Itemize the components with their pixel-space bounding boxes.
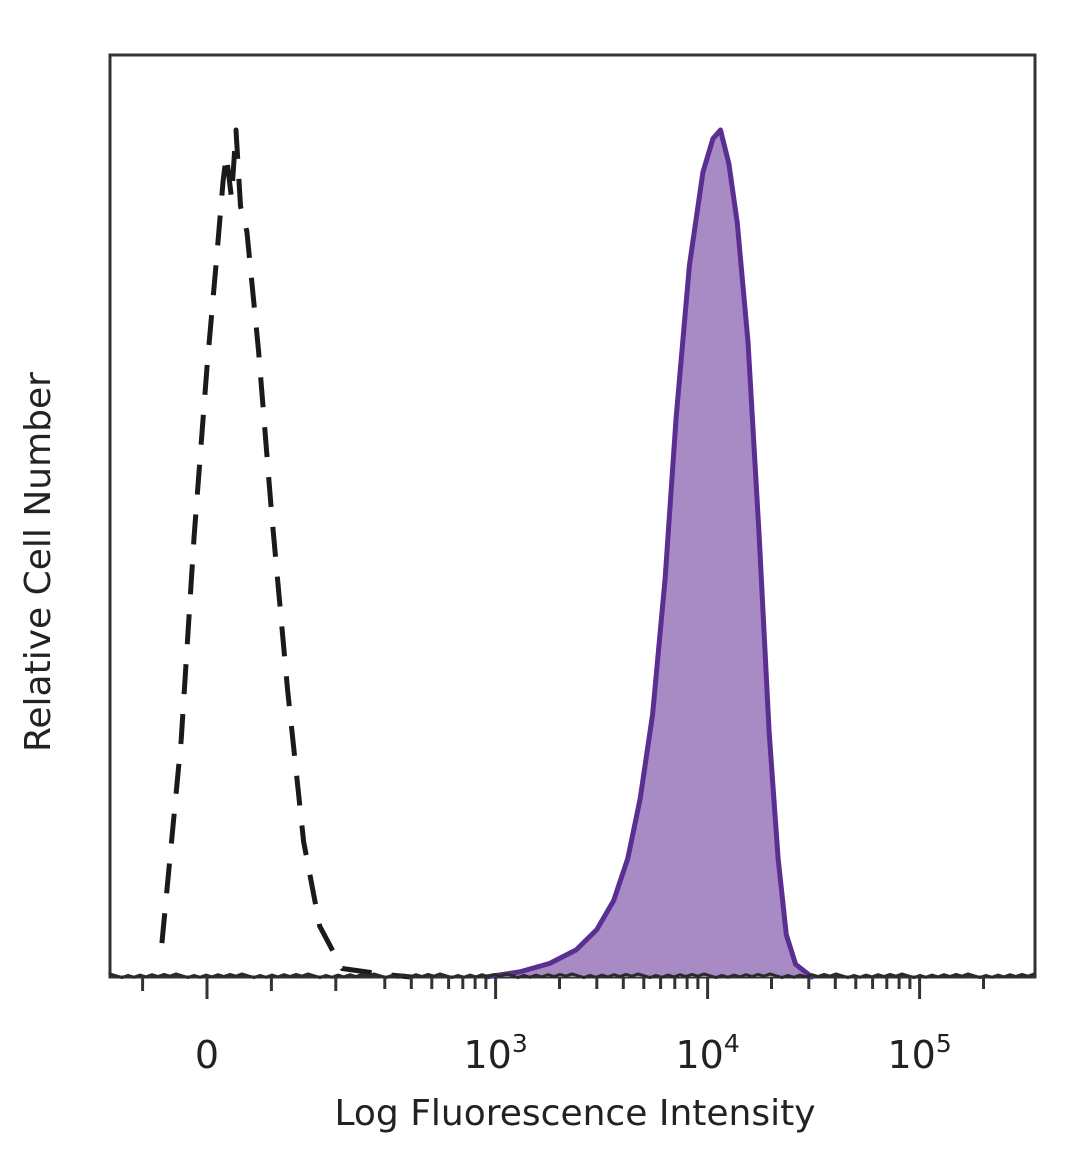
x-axis-ticks xyxy=(141,977,985,999)
x-tick-label: 104 xyxy=(675,1029,739,1077)
baseline-noise xyxy=(108,971,1035,980)
x-axis-title: Log Fluorescence Intensity xyxy=(334,1093,815,1134)
series-layer xyxy=(159,127,815,980)
y-axis-title: Relative Cell Number xyxy=(18,372,59,752)
plot-frame xyxy=(108,53,1037,979)
x-tick-label: 0 xyxy=(195,1033,219,1077)
series-0-line xyxy=(159,127,412,980)
baseline-layer xyxy=(108,971,1035,980)
x-tick-label: 105 xyxy=(887,1029,951,1077)
x-axis-tick-labels: 0 103 104 105 xyxy=(195,1029,952,1077)
x-tick-label: 103 xyxy=(463,1029,527,1077)
series-1-line xyxy=(483,127,815,980)
series-1-area xyxy=(485,130,812,977)
